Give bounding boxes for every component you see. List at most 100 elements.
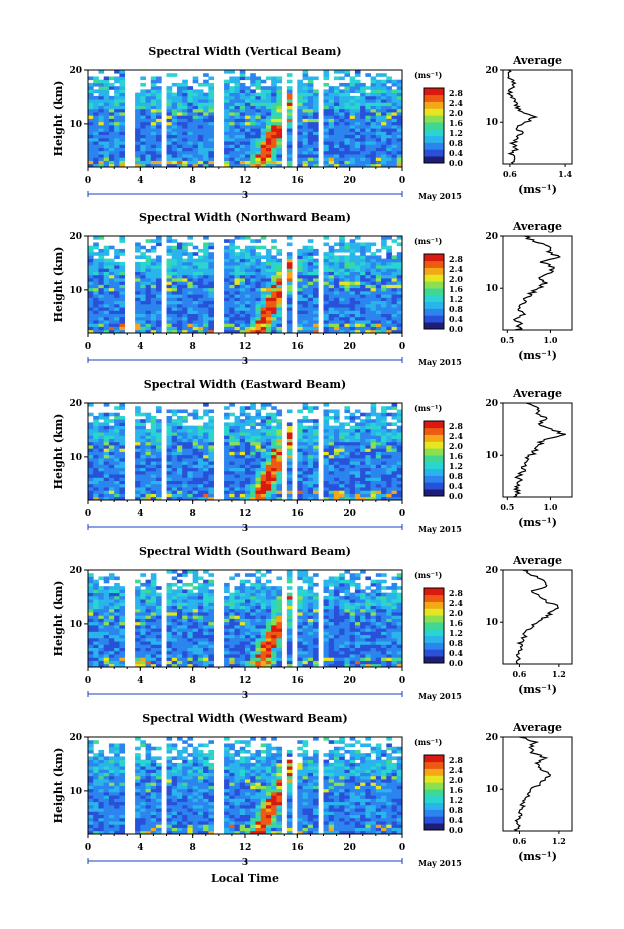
colorbar-tick-label: 2.4	[449, 98, 463, 108]
heatmap-cell	[297, 124, 303, 129]
heatmap-cell	[166, 657, 173, 661]
heatmap-cell	[365, 278, 371, 282]
heatmap-cell	[386, 118, 392, 123]
heatmap-cell	[344, 137, 351, 142]
heatmap-cell	[391, 102, 398, 106]
heatmap-cell	[297, 265, 303, 269]
heatmap-cell	[140, 108, 146, 113]
heatmap-cell	[108, 278, 115, 282]
heatmap-cell	[176, 480, 183, 485]
heatmap-cell	[239, 477, 246, 481]
heatmap-cell	[328, 445, 335, 449]
heatmap-cell	[145, 121, 152, 126]
heatmap-cell	[381, 121, 387, 126]
heatmap-cell	[88, 274, 94, 279]
heatmap-cell	[271, 464, 277, 469]
heatmap-cell	[108, 589, 115, 594]
heatmap-cell	[197, 274, 204, 279]
heatmap-cell	[182, 92, 188, 97]
heatmap-cell	[349, 480, 356, 485]
heatmap-cell	[98, 287, 105, 292]
heatmap-cell	[370, 487, 377, 491]
heatmap-cell	[396, 160, 403, 165]
heatmap-cell	[192, 570, 199, 574]
colorbar-frame	[423, 87, 445, 164]
heatmap-cell	[103, 248, 110, 253]
heatmap-cell	[250, 287, 256, 292]
heatmap-cell	[333, 441, 340, 446]
heatmap-cell	[250, 415, 256, 420]
heatmap-cell	[260, 419, 267, 423]
heatmap-cell	[114, 474, 120, 478]
heatmap-cell	[197, 657, 204, 661]
heatmap-cell	[156, 150, 162, 155]
heatmap-cell	[176, 281, 183, 285]
heatmap-cell	[224, 121, 230, 126]
heatmap-cell	[182, 573, 188, 577]
heatmap-cell	[286, 435, 293, 439]
heatmap-cell	[370, 160, 377, 165]
heatmap-cell	[114, 428, 120, 433]
heatmap-cell	[192, 573, 199, 577]
heatmap-cell	[166, 592, 173, 597]
heatmap-cell	[328, 144, 335, 148]
heatmap-cell	[208, 477, 214, 481]
heatmap-cell	[108, 268, 115, 272]
heatmap-cell	[313, 490, 319, 494]
heatmap-cell	[156, 425, 162, 430]
heatmap-cell	[323, 281, 330, 285]
heatmap-cell	[370, 316, 377, 321]
heatmap-cell	[339, 496, 345, 501]
heatmap-cell	[381, 454, 387, 459]
heatmap-cell	[370, 329, 377, 334]
heatmap-cell	[313, 425, 319, 430]
heatmap-cell	[187, 438, 194, 443]
colorbar-unit: (ms⁻¹)	[414, 70, 442, 80]
heatmap-cell	[391, 313, 398, 318]
heatmap-cell	[150, 586, 157, 590]
heatmap-cell	[150, 303, 157, 308]
heatmap-cell	[391, 274, 398, 279]
heatmap-cell	[333, 425, 340, 430]
heatmap-cell	[114, 95, 120, 100]
heatmap-cell	[391, 115, 398, 119]
date-label: May 2015	[418, 191, 462, 201]
heatmap-cell	[396, 86, 403, 90]
heatmap-cell	[370, 320, 377, 324]
heatmap-cell	[208, 573, 214, 577]
heatmap-cell	[203, 493, 209, 498]
heatmap-cell	[114, 637, 120, 642]
heatmap-cell	[203, 297, 209, 302]
heatmap-cell	[323, 326, 330, 331]
heatmap-cell	[119, 128, 126, 132]
heatmap-cell	[203, 438, 209, 443]
heatmap-cell	[344, 461, 351, 465]
heatmap-cell	[135, 274, 141, 279]
heatmap-cell	[234, 422, 241, 427]
heatmap-cell	[323, 474, 330, 478]
heatmap-cell	[150, 493, 157, 498]
heatmap-cell	[140, 608, 146, 613]
heatmap-cell	[386, 157, 392, 161]
heatmap-cell	[103, 147, 110, 152]
heatmap-cell	[391, 108, 398, 113]
heatmap-cell	[114, 457, 120, 462]
heatmap-cell	[114, 313, 120, 318]
heatmap-cell	[135, 248, 141, 253]
heatmap-cell	[360, 89, 366, 94]
heatmap-cell	[245, 258, 251, 263]
heatmap-cell	[140, 435, 146, 439]
heatmap-cell	[203, 157, 209, 161]
heatmap-cell	[286, 487, 293, 491]
heatmap-cell	[381, 441, 387, 446]
heatmap-cell	[224, 406, 230, 410]
heatmap-cell	[192, 654, 199, 658]
heatmap-cell	[135, 647, 141, 652]
heatmap-cell	[192, 141, 199, 145]
heatmap-cell	[360, 493, 366, 498]
heatmap-cell	[375, 118, 382, 123]
heatmap-cell	[108, 650, 115, 655]
heatmap-cell	[297, 310, 303, 314]
heatmap-cell	[396, 419, 403, 423]
heatmap-cell	[396, 150, 403, 155]
